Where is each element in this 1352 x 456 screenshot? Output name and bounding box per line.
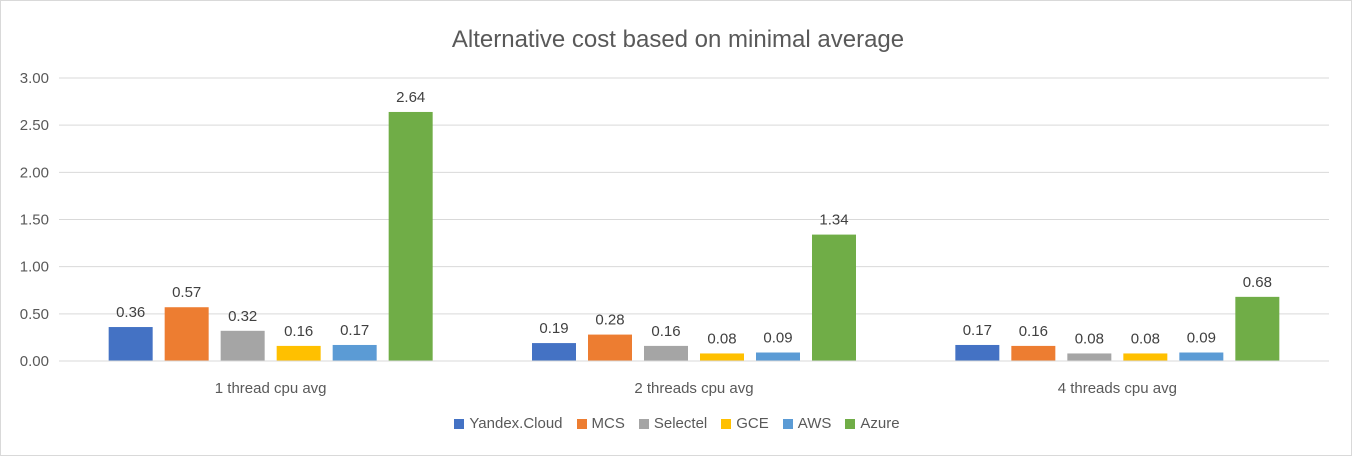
bar-selectel — [644, 345, 688, 361]
bar-aws — [1179, 352, 1224, 361]
data-label: 1.34 — [819, 212, 848, 229]
bar-azure — [388, 111, 433, 362]
data-label: 0.17 — [340, 322, 369, 339]
data-label: 0.57 — [172, 284, 201, 301]
legend-swatch — [782, 418, 793, 429]
y-tick-label: 2.50 — [20, 117, 49, 134]
bar-aws — [332, 344, 377, 361]
legend-label: Yandex.Cloud — [469, 415, 563, 432]
data-label: 0.28 — [595, 312, 624, 329]
legend-item: Yandex.Cloud — [454, 415, 563, 432]
bar-yandex-cloud — [955, 344, 1000, 361]
data-label: 0.36 — [116, 304, 145, 321]
x-category-label: 2 threads cpu avg — [634, 380, 753, 397]
data-label: 2.64 — [396, 89, 425, 106]
y-tick-label: 3.00 — [20, 70, 49, 87]
legend-item: AWS — [782, 415, 832, 432]
bar-mcs — [588, 334, 632, 361]
data-label: 0.09 — [1187, 330, 1216, 347]
bar-azure — [812, 234, 856, 361]
y-tick-label: 2.00 — [20, 164, 49, 181]
bar-gce — [700, 353, 744, 361]
legend-label: GCE — [736, 415, 769, 432]
legend-swatch — [454, 418, 465, 429]
bar-aws — [756, 352, 800, 361]
data-label: 0.16 — [651, 323, 680, 340]
bar-azure — [1235, 296, 1280, 361]
bar-yandex-cloud — [108, 327, 153, 361]
legend-label: Selectel — [653, 415, 708, 432]
legend-item: Selectel — [638, 415, 708, 432]
y-tick-label: 1.50 — [20, 212, 49, 229]
x-category-label: 1 thread cpu avg — [215, 380, 327, 397]
legend-label: MCS — [591, 415, 625, 432]
y-tick-label: 0.00 — [20, 353, 49, 370]
bar-yandex-cloud — [532, 343, 576, 361]
legend-swatch — [845, 418, 856, 429]
bar-gce — [276, 345, 321, 361]
bar-gce — [1123, 353, 1168, 361]
legend-swatch — [576, 418, 587, 429]
data-label: 0.08 — [707, 330, 736, 347]
x-category-label: 4 threads cpu avg — [1058, 380, 1177, 397]
chart-title: Alternative cost based on minimal averag… — [452, 26, 904, 53]
legend-item: GCE — [721, 415, 769, 432]
data-label: 0.32 — [228, 308, 257, 325]
legend-swatch — [638, 418, 649, 429]
bar-chart: Alternative cost based on minimal averag… — [20, 26, 1329, 397]
legend-label: AWS — [797, 415, 832, 432]
data-label: 0.08 — [1075, 330, 1104, 347]
legend-item: MCS — [576, 415, 625, 432]
bar-selectel — [220, 330, 265, 361]
data-label: 0.09 — [763, 330, 792, 347]
legend-swatch — [721, 418, 732, 429]
data-label: 0.17 — [963, 322, 992, 339]
data-label: 0.16 — [284, 323, 313, 340]
y-tick-label: 0.50 — [20, 306, 49, 323]
legend: Yandex.Cloud MCS Selectel GCE AWS Azure — [1, 415, 1352, 432]
data-label: 0.19 — [539, 320, 568, 337]
legend-item: Azure — [845, 415, 900, 432]
bar-mcs — [1011, 345, 1056, 361]
bar-selectel — [1067, 353, 1112, 361]
data-label: 0.68 — [1243, 274, 1272, 291]
bar-mcs — [164, 307, 209, 361]
legend-label: Azure — [860, 415, 900, 432]
data-label: 0.16 — [1019, 323, 1048, 340]
y-tick-label: 1.00 — [20, 259, 49, 276]
data-label: 0.08 — [1131, 330, 1160, 347]
